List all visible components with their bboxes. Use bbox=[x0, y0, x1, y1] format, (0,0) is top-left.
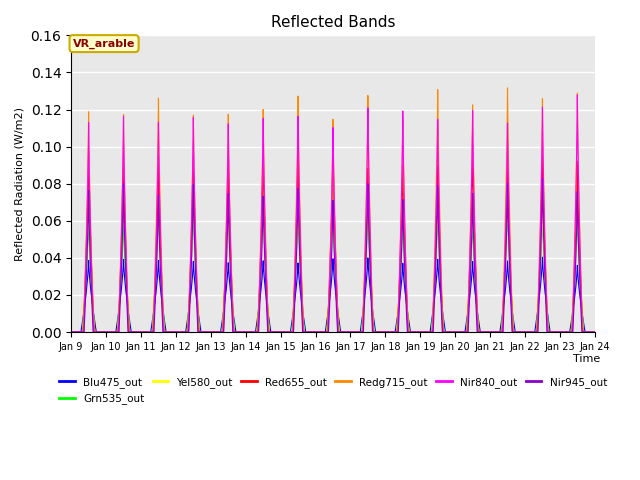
Line: Nir840_out: Nir840_out bbox=[71, 95, 595, 332]
Nir945_out bbox=[539, 175, 547, 181]
Legend: Blu475_out, Grn535_out, Yel580_out, Red655_out, Redg715_out, Nir840_out, Nir945_: Blu475_out, Grn535_out, Yel580_out, Red6… bbox=[55, 373, 611, 408]
Grn535_out bbox=[174, 329, 182, 335]
Red655_out bbox=[589, 329, 597, 335]
Redg715_out bbox=[589, 329, 597, 335]
Nir840_out bbox=[174, 329, 182, 335]
Blu475_out bbox=[591, 329, 598, 335]
Line: Grn535_out: Grn535_out bbox=[71, 204, 595, 332]
Yel580_out bbox=[263, 295, 271, 300]
Nir840_out bbox=[591, 329, 598, 335]
Text: Time: Time bbox=[573, 354, 600, 364]
Yel580_out bbox=[479, 329, 487, 335]
Redg715_out bbox=[479, 329, 487, 335]
Red655_out bbox=[479, 329, 487, 335]
Line: Nir945_out: Nir945_out bbox=[71, 178, 595, 332]
Blu475_out bbox=[263, 302, 271, 308]
Nir840_out bbox=[67, 329, 75, 335]
Line: Yel580_out: Yel580_out bbox=[71, 187, 595, 332]
Yel580_out bbox=[589, 329, 597, 335]
Line: Blu475_out: Blu475_out bbox=[71, 257, 595, 332]
Red655_out bbox=[67, 329, 75, 335]
Red655_out bbox=[591, 329, 598, 335]
Grn535_out bbox=[405, 328, 413, 334]
Redg715_out bbox=[504, 85, 511, 91]
Grn535_out bbox=[179, 329, 187, 335]
Blu475_out bbox=[67, 329, 75, 335]
Blu475_out bbox=[179, 329, 187, 335]
Nir840_out bbox=[405, 329, 413, 335]
Nir945_out bbox=[174, 329, 182, 335]
Yel580_out bbox=[364, 184, 372, 190]
Yel580_out bbox=[591, 329, 598, 335]
Redg715_out bbox=[174, 329, 182, 335]
Nir945_out bbox=[479, 329, 487, 335]
Grn535_out bbox=[67, 329, 75, 335]
Nir945_out bbox=[589, 329, 597, 335]
Nir945_out bbox=[591, 329, 598, 335]
Blu475_out bbox=[174, 329, 182, 335]
Yel580_out bbox=[179, 329, 187, 335]
Nir840_out bbox=[573, 92, 581, 98]
Nir840_out bbox=[589, 329, 597, 335]
Title: Reflected Bands: Reflected Bands bbox=[271, 15, 396, 30]
Nir945_out bbox=[179, 329, 187, 335]
Nir945_out bbox=[67, 329, 75, 335]
Red655_out bbox=[263, 292, 271, 298]
Nir945_out bbox=[405, 329, 413, 335]
Red655_out bbox=[179, 329, 187, 335]
Blu475_out bbox=[405, 319, 413, 325]
Nir840_out bbox=[179, 329, 187, 335]
Grn535_out bbox=[589, 329, 597, 335]
Line: Red655_out: Red655_out bbox=[71, 147, 595, 332]
Nir945_out bbox=[263, 318, 271, 324]
Redg715_out bbox=[67, 329, 75, 335]
Nir840_out bbox=[263, 301, 271, 307]
Red655_out bbox=[174, 329, 182, 335]
Y-axis label: Reflected Radiation (W/m2): Reflected Radiation (W/m2) bbox=[15, 107, 25, 261]
Grn535_out bbox=[479, 329, 487, 335]
Blu475_out bbox=[479, 329, 487, 335]
Red655_out bbox=[405, 329, 413, 335]
Grn535_out bbox=[504, 202, 511, 207]
Line: Redg715_out: Redg715_out bbox=[71, 88, 595, 332]
Redg715_out bbox=[263, 290, 271, 296]
Redg715_out bbox=[405, 329, 413, 335]
Text: VR_arable: VR_arable bbox=[73, 38, 135, 49]
Nir840_out bbox=[479, 329, 487, 335]
Blu475_out bbox=[539, 254, 547, 260]
Blu475_out bbox=[589, 329, 597, 335]
Redg715_out bbox=[179, 329, 187, 335]
Redg715_out bbox=[591, 329, 598, 335]
Grn535_out bbox=[263, 294, 271, 300]
Red655_out bbox=[329, 144, 337, 150]
Yel580_out bbox=[174, 329, 182, 335]
Yel580_out bbox=[405, 329, 413, 335]
Yel580_out bbox=[67, 329, 75, 335]
Grn535_out bbox=[591, 329, 598, 335]
